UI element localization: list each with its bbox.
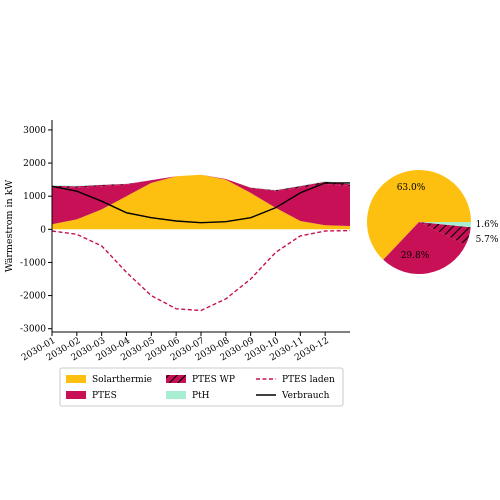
line-ptes-laden (51, 229, 351, 312)
area-ptes (52, 174, 350, 226)
pie-slice-pth (419, 222, 471, 228)
pie-slice-solarthermie (367, 170, 471, 260)
legend-label: PTES WP (192, 375, 235, 385)
legend-label: PTES laden (282, 375, 335, 385)
pie-value-label: 29.8% (401, 251, 430, 261)
stacked-areas (52, 174, 350, 230)
pie-slice-ptes-wp (419, 222, 471, 245)
y-axis-label: Wärmestrom in kW (4, 180, 15, 273)
y-tick-label: -2000 (20, 292, 46, 302)
y-ticks: -3000 -2000 -1000 0 1000 2000 3000 (20, 126, 52, 335)
legend-label: PTES (92, 391, 117, 401)
area-solarthermie (52, 174, 350, 230)
line-verbrauch (51, 182, 350, 224)
legend-frame (59, 367, 344, 407)
y-tick-label: 1000 (23, 192, 46, 202)
legend: Solarthermie PTES WP PTES laden PTES PtH Verb… (59, 367, 344, 407)
legend-swatch (166, 375, 186, 383)
pie-value-label: 5.7% (476, 235, 499, 245)
area-chart: -3000 -2000 -1000 0 1000 2000 3000 2030-012030… (4, 120, 351, 363)
y-tick-label: 0 (40, 225, 46, 235)
x-ticks: 2030-012030-022030-032030-042030-052030-… (20, 332, 331, 363)
y-tick-label: 2000 (23, 159, 46, 169)
legend-swatch (66, 391, 86, 399)
pie-slice-ptes (383, 222, 466, 275)
legend-swatch (66, 375, 86, 383)
legend-label: PtH (192, 391, 210, 401)
legend-swatch (166, 391, 186, 399)
series-lines (51, 182, 351, 312)
pie-value-label: 63.0% (397, 183, 426, 193)
pie-value-label: 1.6% (476, 220, 499, 230)
y-tick-label: -1000 (20, 258, 46, 268)
legend-label: Verbrauch (281, 391, 330, 401)
y-tick-label: -3000 (20, 325, 46, 335)
legend-label: Solarthermie (92, 375, 152, 385)
y-tick-label: 3000 (23, 126, 46, 136)
pie-chart: 63.0% 29.8% 5.7% 1.6% (367, 170, 499, 275)
